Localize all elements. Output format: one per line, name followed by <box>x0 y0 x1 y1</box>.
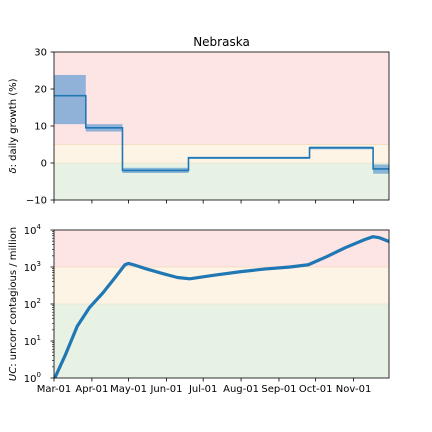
y-tick-exponent: 2 <box>37 297 41 305</box>
zone-band <box>54 304 389 378</box>
x-tick-label: Jul-01 <box>188 384 217 395</box>
y-axis-label-symbol: δ <box>8 167 19 173</box>
x-tick-label: Jun-01 <box>149 384 182 395</box>
y-tick-label: −10 <box>26 196 47 207</box>
y-tick-label: 30 <box>34 48 47 59</box>
y-axis-label: δ: daily growth (%) <box>8 78 19 173</box>
x-tick-label: Oct-01 <box>299 384 333 395</box>
y-tick-label: 20 <box>34 85 47 96</box>
y-tick-base: 10 <box>24 263 37 274</box>
x-tick-label: Mar-01 <box>37 384 72 395</box>
y-tick-base: 10 <box>24 226 37 237</box>
zone-band <box>54 267 389 304</box>
x-tick-label: Nov-01 <box>336 384 372 395</box>
x-tick-label: May-01 <box>110 384 147 395</box>
y-tick-label: 102 <box>24 297 41 311</box>
y-tick-label: 103 <box>24 260 41 274</box>
x-tick-label: Aug-01 <box>223 384 259 395</box>
y-tick-label: 100 <box>24 371 41 385</box>
y-tick-base: 10 <box>24 337 37 348</box>
y-tick-exponent: 4 <box>37 223 42 231</box>
contagious-line <box>54 235 389 378</box>
top-plot-daily-growth: −10 0 10 20 30 δ: daily growth (%) <box>8 48 390 207</box>
y-tick-label: 0 <box>41 159 47 170</box>
y-tick-exponent: 0 <box>37 371 41 379</box>
y-axis-label-text: : daily growth (%) <box>8 78 19 167</box>
bottom-plot-contagious: Mar-01 Apr-01 May-01 Jun-01 Jul-01 Aug-01 Sep-… <box>8 223 390 395</box>
y-tick-label: 101 <box>24 334 41 348</box>
y-tick-base: 10 <box>24 300 37 311</box>
growth-step-line <box>54 94 389 172</box>
zone-band <box>54 230 389 267</box>
y-tick-label: 104 <box>24 223 42 237</box>
y-tick-base: 10 <box>24 374 37 385</box>
y-axis-label: UC: uncorr contagious / million <box>8 227 19 381</box>
chart-title: Nebraska <box>193 35 250 49</box>
y-axis-label-text: : uncorr contagious / million <box>8 227 19 367</box>
x-tick-label: Apr-01 <box>75 384 108 395</box>
confidence-band <box>54 74 86 125</box>
zone-band <box>54 163 389 200</box>
y-tick-exponent: 3 <box>37 260 41 268</box>
y-tick-label: 10 <box>34 122 47 133</box>
y-tick-exponent: 1 <box>37 334 41 342</box>
y-axis-label-symbol: UC <box>8 367 19 381</box>
x-tick-label: Sep-01 <box>261 384 296 395</box>
